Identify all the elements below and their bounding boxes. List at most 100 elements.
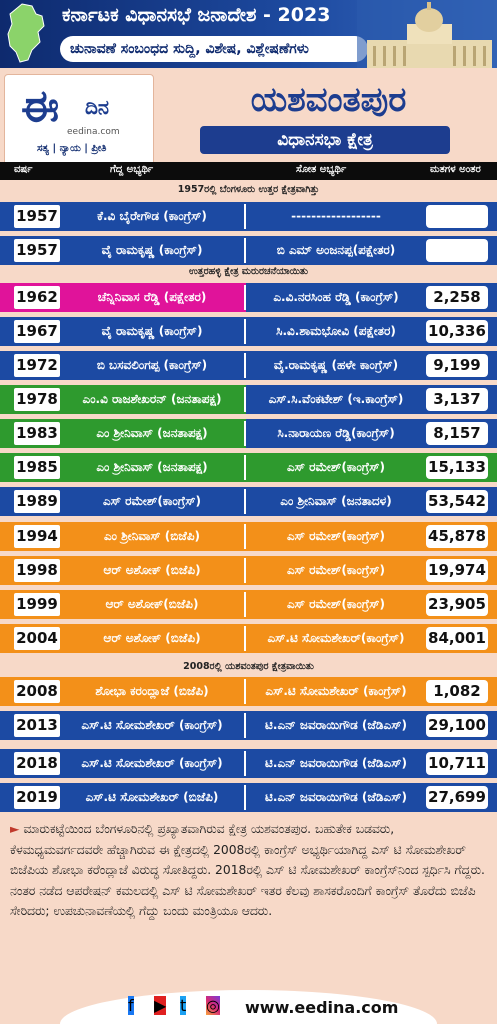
row-loser: ಎಸ್.ಸಿ.ವೆಂಕಟೇಶ್ (ಇ.ಕಾಂಗ್ರೆಸ್) — [268, 392, 404, 406]
row-year: 1962 — [14, 286, 60, 309]
row-year: 1998 — [14, 559, 60, 582]
table-row: 2018 ಎಸ್.ಟಿ ಸೋಮಶೇಖರ್ (ಕಾಂಗ್ರೆಸ್) ಟಿ.ಎನ್ ಜವ… — [0, 749, 497, 778]
vidhana-soudha-image — [357, 0, 497, 68]
row-winner: ಎಂ.ವಿ ರಾಜಶೇಖರನ್ (ಜನತಾಪಕ್ಷ) — [82, 392, 222, 406]
table-row: 1978 ಎಂ.ವಿ ರಾಜಶೇಖರನ್ (ಜನತಾಪಕ್ಷ) ಎಸ್.ಸಿ.ವೆಂ… — [0, 385, 497, 414]
row-loser: ಸಿ.ನಾರಾಯಣ ರೆಡ್ಡಿ(ಕಾಂಗ್ರೆಸ್) — [277, 426, 395, 440]
banner-subtitle: ಚುನಾವಣೆ ಸಂಬಂಧದ ಸುದ್ದಿ, ವಿಶೇಷ, ವಿಶ್ಲೇಷಣೆಗ… — [60, 36, 368, 62]
row-loser: ಸಿ.ವಿ.ಶಾಮಭೋವಿ (ಪಕ್ಷೇತರ) — [276, 324, 396, 338]
row-divider — [244, 713, 246, 738]
row-loser: ಎಸ್ ರಮೇಶ್(ಕಾಂಗ್ರೆಸ್) — [287, 563, 385, 577]
row-margin: 53,542 — [426, 490, 488, 513]
row-winner: ಬಿ ಬಸವಲಿಂಗಪ್ಪ (ಕಾಂಗ್ರೆಸ್) — [96, 358, 208, 372]
row-winner: ಆರ್ ಅಶೋಕ್ (ಬಿಜೆಪಿ) — [103, 563, 201, 577]
table-row: 2008 ಶೋಭಾ ಕರಂದ್ಲಾಜೆ (ಬಿಜೆಪಿ) ಎಸ್.ಟಿ ಸೋಮಶೇಖ… — [0, 677, 497, 706]
row-divider — [244, 592, 246, 617]
row-year: 1983 — [14, 422, 60, 445]
karnataka-map-icon — [7, 3, 45, 63]
row-loser: ಎ.ವಿ.ನರಸಿಂಹ ರೆಡ್ಡಿ (ಕಾಂಗ್ರೆಸ್) — [273, 290, 399, 304]
banner-title: ಕರ್ನಾಟಕ ವಿಧಾನಸಭೆ ಜನಾದೇಶ - 2023 — [62, 4, 331, 26]
row-winner: ವೈ ರಾಮಕೃಷ್ಣ (ಕಾಂಗ್ರೆಸ್) — [101, 243, 203, 257]
row-margin — [426, 239, 488, 262]
table-row: 2013 ಎಸ್.ಟಿ ಸೋಮಶೇಖರ್ (ಕಾಂಗ್ರೆಸ್) ಟಿ.ಎನ್ ಜವ… — [0, 711, 497, 740]
row-loser: ಎಸ್ ರಮೇಶ್(ಕಾಂಗ್ರೆಸ್) — [287, 597, 385, 611]
row-divider — [244, 785, 246, 810]
row-year: 1994 — [14, 525, 60, 548]
top-banner: ಕರ್ನಾಟಕ ವಿಧಾನಸಭೆ ಜನಾದೇಶ - 2023 ಚುನಾವಣೆ ಸ… — [0, 0, 497, 68]
row-loser: ಟಿ.ಎನ್ ಜವರಾಯಿಗೌಡ (ಜೆಡಿಎಸ್) — [265, 756, 407, 770]
constituency-label: ವಿಧಾನಸಭಾ ಕ್ಷೇತ್ರ — [200, 126, 450, 154]
row-year: 2019 — [14, 786, 60, 809]
row-loser: ಎಂ ಶ್ರೀನಿವಾಸ್ (ಜನತಾದಳ) — [280, 494, 392, 508]
youtube-icon[interactable]: ▶ — [154, 996, 167, 1015]
row-winner: ಎಸ್.ಟಿ ಸೋಮಶೇಖರ್ (ಬಿಜೆಪಿ) — [85, 790, 219, 804]
table-row: 2004 ಆರ್ ಅಶೋಕ್ (ಬಿಜೆಪಿ) ಎಸ್.ಟಿ ಸೋಮಶೇಖರ್(ಕಾ… — [0, 624, 497, 653]
table-row: 2019 ಎಸ್.ಟಿ ಸೋಮಶೇಖರ್ (ಬಿಜೆಪಿ) ಟಿ.ಎನ್ ಜವರಾಯ… — [0, 783, 497, 812]
eedina-logo: ಈ ದಿನ eedina.com ಸತ್ಯ | ನ್ಯಾಯ | ಪ್ರೀತಿ — [4, 74, 154, 166]
arrow-icon: ► — [10, 822, 20, 836]
table-row: 1972 ಬಿ ಬಸವಲಿಂಗಪ್ಪ (ಕಾಂಗ್ರೆಸ್) ವೈ.ರಾಮಕೃಷ್ಣ… — [0, 351, 497, 380]
row-divider — [244, 353, 246, 378]
row-year: 2008 — [14, 680, 60, 703]
row-loser: ಎಸ್.ಟಿ ಸೋಮಶೇಖರ್(ಕಾಂಗ್ರೆಸ್) — [267, 631, 405, 645]
twitter-icon[interactable]: t — [180, 996, 187, 1015]
table-row: 1998 ಆರ್ ಅಶೋಕ್ (ಬಿಜೆಪಿ) ಎಸ್ ರಮೇಶ್(ಕಾಂಗ್ರೆಸ… — [0, 556, 497, 585]
row-winner: ವೈ ರಾಮಕೃಷ್ಣ (ಕಾಂಗ್ರೆಸ್) — [101, 324, 203, 338]
instagram-icon[interactable]: ◎ — [206, 996, 220, 1015]
row-winner: ಎಸ್ ರಮೇಶ್(ಕಾಂಗ್ರೆಸ್) — [103, 494, 201, 508]
row-loser: ಟಿ.ಎನ್ ಜವರಾಯಿಗೌಡ (ಜೆಡಿಎಸ್) — [265, 718, 407, 732]
table-row: 1994 ಎಂ ಶ್ರೀನಿವಾಸ್ (ಬಿಜೆಪಿ) ಎಸ್ ರಮೇಶ್(ಕಾಂಗ… — [0, 522, 497, 551]
row-loser: ಟಿ.ಎನ್ ಜವರಾಯಿಗೌಡ (ಜೆಡಿಎಸ್) — [265, 790, 407, 804]
row-margin: 2,258 — [426, 286, 488, 309]
description: ► ಮಾರುಕಟ್ಟೆಯಿಂದ ಬೆಂಗಳೂರಿನಲ್ಲಿ ಪ್ರಖ್ಯಾತವಾ… — [10, 819, 490, 922]
row-margin: 23,905 — [426, 593, 488, 616]
row-divider — [244, 489, 246, 514]
table-row: 1967 ವೈ ರಾಮಕೃಷ್ಣ (ಕಾಂಗ್ರೆಸ್) ಸಿ.ವಿ.ಶಾಮಭೋವಿ… — [0, 317, 497, 346]
row-year: 1957 — [14, 239, 60, 262]
row-loser: ಎಸ್.ಟಿ ಸೋಮಶೇಖರ್ (ಕಾಂಗ್ರೆಸ್) — [265, 684, 407, 698]
row-divider — [244, 421, 246, 446]
row-divider — [244, 387, 246, 412]
row-year: 1989 — [14, 490, 60, 513]
col-winner: ಗೆದ್ದ ಅಭ್ಯರ್ಥಿ — [110, 164, 154, 175]
row-margin: 8,157 — [426, 422, 488, 445]
row-margin: 1,082 — [426, 680, 488, 703]
row-margin: 10,336 — [426, 320, 488, 343]
row-year: 1978 — [14, 388, 60, 411]
footer-site-link[interactable]: www.eedina.com — [245, 998, 399, 1017]
logo-e-icon: ಈ — [21, 81, 60, 132]
constituency-name: ಯಶವಂತಪುರ — [250, 80, 407, 120]
row-loser: ------------------ — [291, 209, 381, 223]
column-header: ವರ್ಷ ಗೆದ್ದ ಅಭ್ಯರ್ಥಿ ಸೋತ ಅಭ್ಯರ್ಥಿ ಮತಗಳ ಅಂ… — [0, 162, 497, 180]
col-year: ವರ್ಷ — [14, 164, 33, 175]
logo-name: ದಿನ — [85, 95, 110, 119]
row-loser: ಬಿ ಎಮ್ ಅಂಜನಪ್ಪ(ಪಕ್ಷೇತರ) — [276, 243, 396, 257]
note-1957: 1957ರಲ್ಲಿ ಬೆಂಗಳೂರು ಉತ್ತರ ಕ್ಷೇತ್ರವಾಗಿತ್ತು — [177, 184, 320, 195]
facebook-icon[interactable]: f — [128, 996, 134, 1015]
row-loser: ಎಸ್ ರಮೇಶ್(ಕಾಂಗ್ರೆಸ್) — [287, 460, 385, 474]
row-margin: 3,137 — [426, 388, 488, 411]
header: ಈ ದಿನ eedina.com ಸತ್ಯ | ನ್ಯಾಯ | ಪ್ರೀತಿ ಯ… — [0, 68, 497, 166]
row-winner: ಎಂ ಶ್ರೀನಿವಾಸ್ (ಜನತಾಪಕ್ಷ) — [96, 426, 208, 440]
row-margin: 29,100 — [426, 714, 488, 737]
table-row: 1957 ವೈ ರಾಮಕೃಷ್ಣ (ಕಾಂಗ್ರೆಸ್) ಬಿ ಎಮ್ ಅಂಜನಪ್… — [0, 236, 497, 265]
table-row: 1999 ಆರ್ ಅಶೋಕ್(ಬಿಜೆಪಿ) ಎಸ್ ರಮೇಶ್(ಕಾಂಗ್ರೆಸ್… — [0, 590, 497, 619]
row-year: 1967 — [14, 320, 60, 343]
row-margin: 45,878 — [426, 525, 488, 548]
row-winner: ಶೋಭಾ ಕರಂದ್ಲಾಜೆ (ಬಿಜೆಪಿ) — [95, 684, 209, 698]
row-divider — [244, 626, 246, 651]
note-2008: 2008ರಲ್ಲಿ ಯಶವಂತಪುರ ಕ್ಷೇತ್ರವಾಯಿತು — [183, 661, 314, 672]
row-loser: ಎಸ್ ರಮೇಶ್(ಕಾಂಗ್ರೆಸ್) — [287, 529, 385, 543]
col-loser: ಸೋತ ಅಭ್ಯರ್ಥಿ — [296, 164, 347, 175]
row-margin — [426, 205, 488, 228]
table-row: 1989 ಎಸ್ ರಮೇಶ್(ಕಾಂಗ್ರೆಸ್) ಎಂ ಶ್ರೀನಿವಾಸ್ (ಜ… — [0, 487, 497, 516]
row-divider — [244, 558, 246, 583]
row-year: 2004 — [14, 627, 60, 650]
row-year: 2013 — [14, 714, 60, 737]
row-year: 1985 — [14, 456, 60, 479]
row-divider — [244, 204, 246, 229]
row-divider — [244, 524, 246, 549]
table-row: 1983 ಎಂ ಶ್ರೀನಿವಾಸ್ (ಜನತಾಪಕ್ಷ) ಸಿ.ನಾರಾಯಣ ರೆ… — [0, 419, 497, 448]
row-divider — [244, 455, 246, 480]
footer — [0, 990, 497, 1024]
